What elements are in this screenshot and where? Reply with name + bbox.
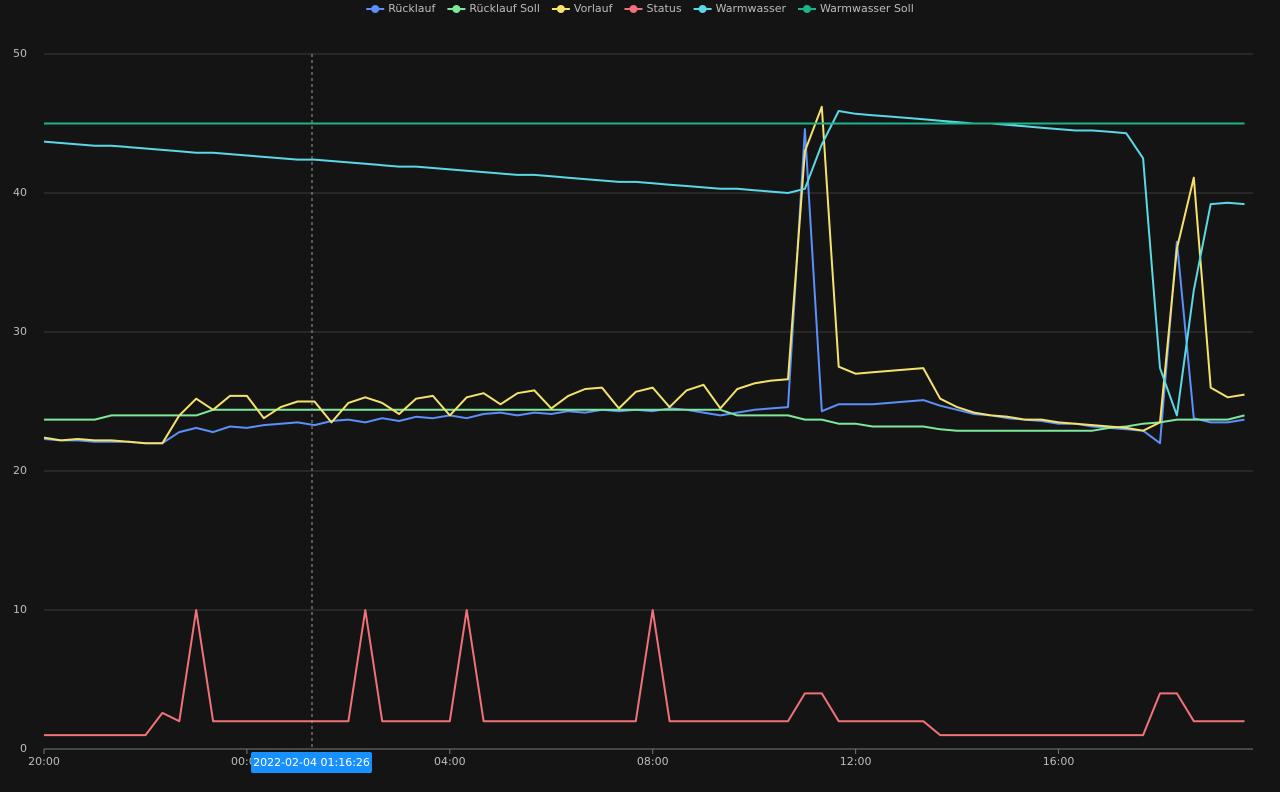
y-tick-label: 20 — [13, 464, 27, 477]
legend-item[interactable]: Vorlauf — [551, 2, 614, 15]
y-tick-label: 10 — [13, 603, 27, 616]
legend-item[interactable]: Rücklauf — [366, 2, 437, 15]
legend-label: Rücklauf Soll — [469, 2, 540, 15]
legend-swatch — [371, 5, 380, 13]
series-line — [43, 128, 1245, 445]
x-tick-label: 20:00 — [28, 755, 60, 768]
cursor-tooltip: 2022-02-04 01:16:26 — [251, 752, 372, 773]
y-tick-label: 50 — [13, 47, 27, 60]
x-tick-label: 04:00 — [434, 755, 466, 768]
legend-swatch — [556, 5, 565, 13]
legend-swatch — [698, 5, 707, 13]
y-tick-label: 0 — [20, 742, 27, 755]
legend-label: Warmwasser Soll — [820, 2, 914, 15]
legend-label: Status — [647, 2, 682, 15]
plot — [43, 105, 1245, 737]
y-tick-label: 40 — [13, 186, 27, 199]
legend-swatch — [629, 5, 638, 13]
x-tick-label: 08:00 — [637, 755, 669, 768]
legend-label: Warmwasser — [716, 2, 787, 15]
series-line — [43, 110, 1245, 417]
legend-label: Vorlauf — [574, 2, 614, 15]
legend-item[interactable]: Warmwasser — [693, 2, 787, 15]
legend-swatch — [803, 5, 811, 13]
x-tick-label: 12:00 — [840, 755, 872, 768]
legend-swatch — [452, 5, 461, 13]
x-tick-label: 16:00 — [1043, 755, 1075, 768]
cursor-label-box — [251, 752, 372, 773]
series-line — [44, 609, 1245, 737]
legend-item[interactable]: Status — [624, 2, 682, 15]
legend-item[interactable]: Rücklauf Soll — [447, 2, 540, 15]
series-line — [44, 408, 1245, 432]
cursor-label: 2022-02-04 01:16:26 — [253, 756, 370, 769]
legend: Rücklauf Rücklauf Soll Vorlauf Status Warmwa… — [366, 2, 914, 15]
legend-label: Rücklauf — [388, 2, 436, 15]
series-line — [43, 105, 1245, 445]
y-tick-label: 30 — [13, 325, 27, 338]
legend-item[interactable]: Warmwasser Soll — [798, 2, 914, 15]
